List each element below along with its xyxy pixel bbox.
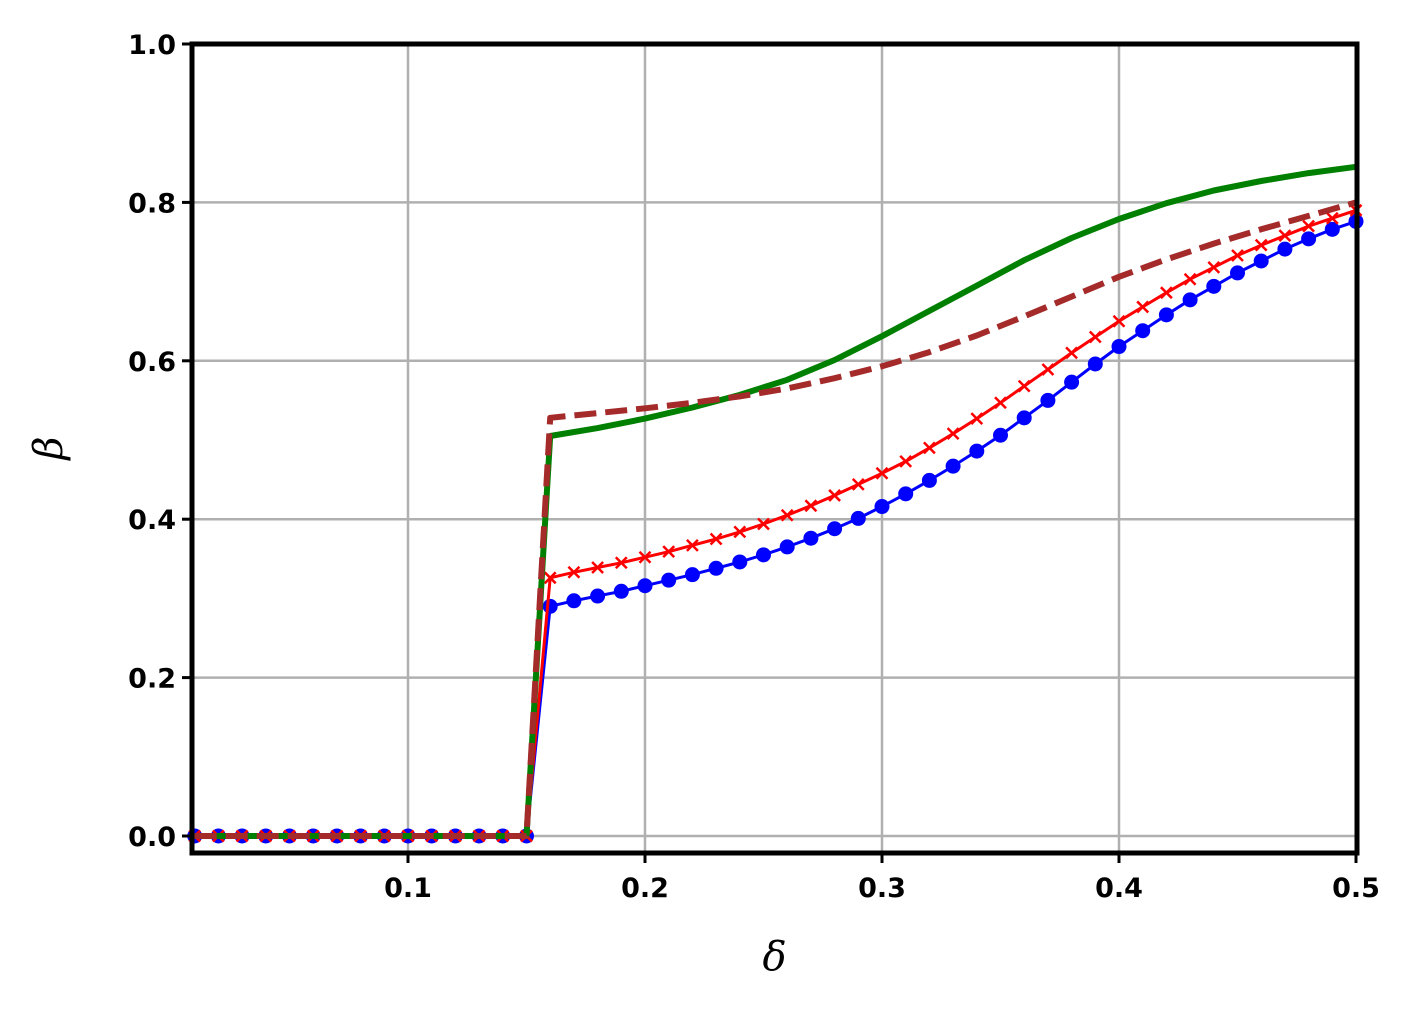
data-point — [1040, 392, 1056, 408]
data-point — [921, 472, 937, 488]
data-point — [1206, 278, 1222, 294]
series-line-3 — [194, 199, 1357, 839]
data-point — [733, 525, 747, 539]
data-point — [686, 538, 699, 552]
data-point — [1253, 253, 1269, 269]
data-point — [874, 499, 890, 515]
data-point — [662, 545, 676, 559]
data-point — [1182, 292, 1198, 308]
data-point — [1278, 229, 1292, 243]
data-point — [614, 556, 628, 570]
data-point — [875, 466, 889, 480]
data-point — [709, 532, 723, 546]
data-point — [851, 477, 865, 491]
y-tick-label: 0.4 — [128, 505, 176, 536]
data-point — [757, 517, 770, 531]
data-point — [1064, 374, 1080, 390]
data-point — [1207, 260, 1221, 274]
x-tick-label: 0.2 — [621, 873, 669, 904]
data-point — [1160, 286, 1173, 300]
plot-area — [187, 163, 1364, 844]
data-point — [827, 521, 843, 537]
data-point — [591, 561, 604, 574]
plot-frame — [189, 41, 1360, 856]
data-point — [1111, 339, 1127, 355]
y-tick-label: 0.0 — [128, 822, 176, 853]
data-point — [756, 547, 771, 563]
data-point — [590, 588, 606, 604]
data-point — [543, 571, 557, 585]
series-line-0 — [194, 219, 1357, 838]
axis-ticks: 0.1 0.2 0.3 0.4 0.5 0.0 0.2 0.4 0.6 0.8 1.0 — [128, 30, 1380, 904]
data-point — [1041, 363, 1055, 376]
y-tick-label: 0.2 — [128, 664, 176, 695]
data-point — [1254, 238, 1268, 252]
data-point — [970, 412, 984, 425]
data-point — [946, 427, 960, 441]
data-point — [1277, 241, 1293, 257]
data-point — [828, 489, 841, 502]
x-tick-label: 0.3 — [858, 873, 906, 904]
data-point — [1325, 211, 1339, 225]
grid — [192, 42, 1358, 853]
x-axis-label: δ — [762, 934, 786, 980]
data-point — [1158, 307, 1174, 323]
data-point — [1324, 221, 1340, 237]
data-point — [945, 458, 961, 474]
series-line-2 — [194, 163, 1357, 839]
data-point — [542, 598, 558, 614]
data-point — [804, 499, 818, 513]
data-point — [1016, 410, 1032, 426]
data-point — [1231, 249, 1244, 262]
data-point — [779, 539, 795, 555]
x-tick-label: 0.5 — [1332, 873, 1380, 904]
data-point — [803, 530, 819, 546]
y-axis-label: β — [26, 436, 72, 461]
data-point — [1017, 379, 1031, 393]
x-tick-label: 0.1 — [384, 873, 432, 904]
data-point — [993, 427, 1008, 443]
data-point — [1087, 356, 1103, 372]
data-point — [1112, 314, 1126, 328]
data-point — [898, 486, 914, 502]
data-point — [1136, 300, 1150, 314]
data-point — [1301, 231, 1317, 247]
data-point — [969, 443, 985, 459]
data-point — [850, 510, 866, 526]
data-point — [1302, 219, 1315, 233]
data-point — [1135, 323, 1151, 339]
data-point — [1065, 346, 1078, 360]
y-tick-label: 0.6 — [128, 347, 176, 378]
data-point — [684, 567, 700, 583]
data-point — [613, 583, 629, 599]
data-point — [638, 550, 652, 564]
data-point — [567, 565, 581, 579]
data-point — [708, 560, 724, 576]
data-point — [780, 508, 794, 522]
x-tick-label: 0.4 — [1095, 873, 1143, 904]
data-point — [732, 554, 748, 570]
data-point — [566, 593, 582, 609]
data-point — [994, 396, 1007, 410]
y-tick-label: 0.8 — [128, 188, 176, 219]
data-point — [1230, 265, 1245, 281]
data-point — [1183, 272, 1197, 286]
data-point — [899, 455, 913, 468]
data-point — [637, 578, 653, 594]
y-tick-label: 1.0 — [128, 30, 176, 61]
data-point — [923, 441, 936, 455]
data-point — [1088, 330, 1102, 344]
data-point — [661, 572, 677, 588]
